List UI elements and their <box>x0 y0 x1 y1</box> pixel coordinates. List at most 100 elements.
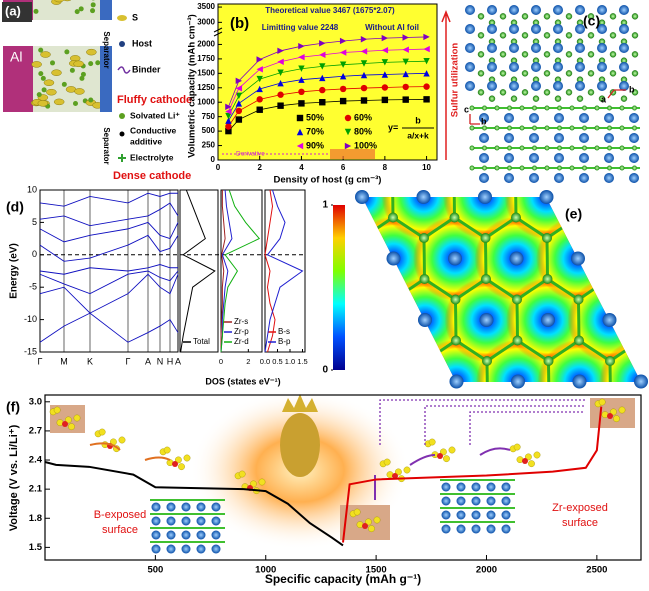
label: 8 <box>383 163 388 172</box>
zr-atom <box>456 496 466 506</box>
boron-atom <box>452 418 462 428</box>
boron-atom <box>477 51 485 58</box>
bond <box>514 197 518 218</box>
zr-atom <box>478 190 492 204</box>
boron-atom <box>587 70 595 77</box>
marker <box>381 84 389 91</box>
host-particle <box>90 2 96 8</box>
host-particle <box>33 8 39 14</box>
contour-well <box>362 216 374 301</box>
label: 100% <box>354 140 377 150</box>
zr-atom <box>487 81 497 91</box>
zr-atom <box>604 113 614 123</box>
boron-atom <box>544 165 550 171</box>
zr-atom <box>529 133 539 143</box>
bond <box>608 360 612 382</box>
zr-atom <box>531 24 541 34</box>
label: (b) <box>230 15 249 32</box>
cluster-atom <box>175 456 182 464</box>
cluster-atom <box>238 470 246 478</box>
dos-curve <box>264 189 304 353</box>
cluster-atom <box>353 508 361 516</box>
cluster-atom <box>513 443 521 451</box>
zr-atom <box>166 502 176 512</box>
voltage-curve <box>44 461 344 547</box>
li-atom <box>607 413 613 419</box>
zr-atom <box>509 251 524 266</box>
cluster-atom <box>68 423 75 431</box>
boron-atom <box>507 125 512 131</box>
zr-atom <box>572 374 587 389</box>
boron-atom <box>587 32 595 39</box>
host-particle <box>69 67 75 73</box>
bond <box>396 402 427 423</box>
label: (e) <box>565 206 582 222</box>
boron-atom <box>607 479 617 489</box>
cluster-atom <box>163 446 171 454</box>
host-particle <box>78 6 84 12</box>
zr-atom <box>448 251 462 266</box>
boron-atom <box>545 479 555 489</box>
zr-atom <box>553 81 563 91</box>
zr-atom <box>579 113 589 123</box>
zr-atom <box>416 190 431 204</box>
host-particle <box>38 71 44 77</box>
label: Al <box>10 139 22 155</box>
legend-marker <box>344 128 352 136</box>
cluster-atom <box>525 453 532 461</box>
zr-atom <box>151 502 161 512</box>
bond <box>455 339 488 363</box>
bond <box>547 339 580 363</box>
zr-atom <box>196 516 206 526</box>
host-particle <box>61 81 67 87</box>
zr-atom <box>604 173 614 183</box>
label: B-exposed <box>94 509 147 521</box>
bond <box>454 277 487 301</box>
marker <box>423 58 430 65</box>
band <box>39 202 179 227</box>
zr-atom <box>619 81 629 91</box>
arrow <box>89 442 171 461</box>
boron-atom <box>449 172 459 182</box>
sulfur-particle <box>43 79 55 86</box>
bond <box>422 237 426 280</box>
bond <box>577 299 581 341</box>
boron-atom <box>569 105 575 111</box>
cluster-atom <box>250 480 257 488</box>
cluster-atom <box>448 446 456 454</box>
boron-atom <box>512 294 522 305</box>
label: 3000 <box>197 17 215 26</box>
zr-atom <box>441 482 451 492</box>
boron-atom <box>619 125 625 131</box>
highlight <box>330 149 375 159</box>
label: b <box>481 116 487 126</box>
label: surface <box>562 517 598 529</box>
zr-atom <box>597 5 607 15</box>
zr-atom <box>501 524 511 534</box>
zr-atom <box>355 190 369 204</box>
boron-atom <box>632 165 637 171</box>
label: Without Al foil <box>365 23 419 32</box>
bond <box>608 277 641 301</box>
cluster-atom <box>73 414 81 422</box>
boron-atom <box>603 233 614 243</box>
zr-atom <box>487 62 497 72</box>
label: b <box>415 115 421 125</box>
zr-atom <box>504 153 514 163</box>
marker <box>402 83 409 91</box>
label: B-p <box>278 337 291 346</box>
label: 2000 <box>197 40 215 49</box>
dotted-arrow <box>379 399 585 445</box>
marker <box>381 71 389 78</box>
boron-atom <box>631 70 639 77</box>
zr-atom <box>579 153 589 163</box>
boron-atom <box>499 70 507 77</box>
li-atom <box>437 453 443 459</box>
sulfur-particle <box>46 88 57 96</box>
dos-curve <box>220 189 261 353</box>
marker <box>360 97 368 104</box>
boron-atom <box>477 13 485 20</box>
boron-atom <box>632 125 637 131</box>
label: 0 <box>32 249 37 259</box>
